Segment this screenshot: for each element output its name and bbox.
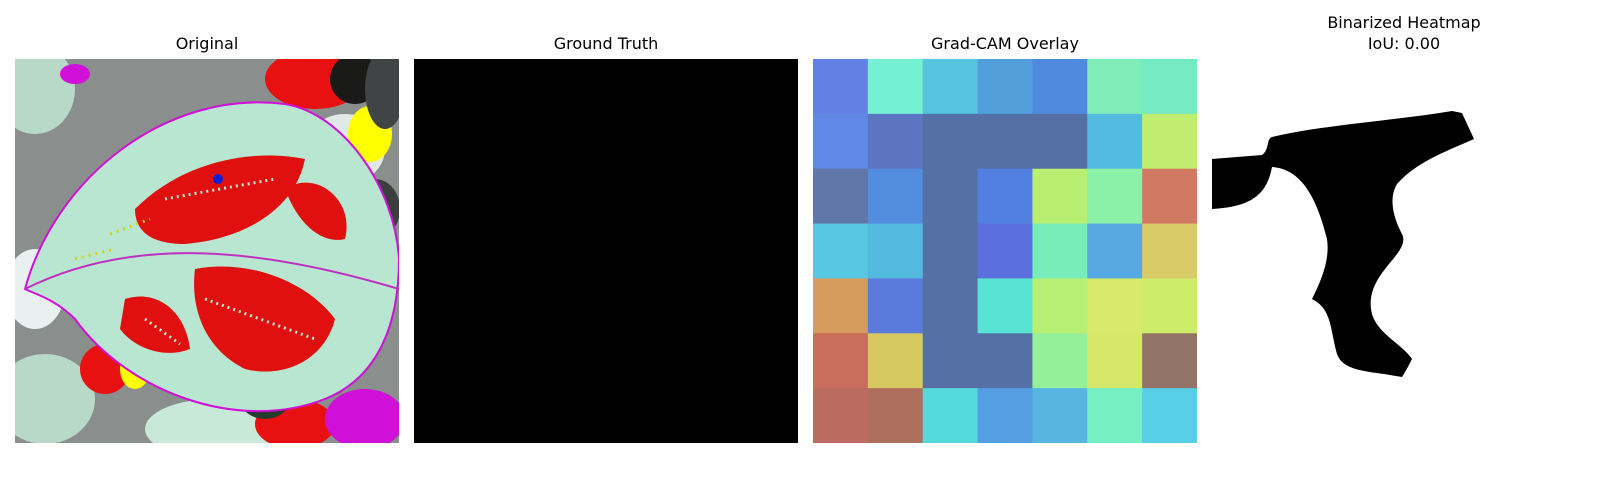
gradcam-cell-4-0 [813,278,869,334]
panel-title-gradcam: Grad-CAM Overlay [931,34,1079,53]
gradcam-cell-2-4 [1032,168,1088,225]
gradcam-cell-2-2 [922,168,979,225]
panel-ground-truth: Ground Truth [414,0,798,460]
gradcam-cell-0-4 [1032,59,1088,115]
gradcam-cell-6-4 [1032,388,1088,443]
panel-binarized-heatmap: Binarized Heatmap IoU: 0.00 [1212,0,1596,460]
gradcam-cell-1-0 [813,113,869,170]
gradcam-cell-6-3 [977,388,1033,443]
gradcam-cell-5-2 [922,333,979,389]
gradcam-cell-2-1 [867,168,924,225]
gradcam-cell-4-4 [1032,278,1088,334]
gradcam-cell-1-3 [977,113,1033,170]
gradcam-cell-1-5 [1087,113,1143,170]
gradcam-cell-3-4 [1032,223,1088,279]
gradcam-cell-4-3 [977,278,1033,334]
panel-original: Original [15,0,399,460]
original-leaf-image [15,59,399,443]
gradcam-cell-6-6 [1142,388,1197,443]
gradcam-cell-6-0 [813,388,869,443]
ground-truth-mask [414,59,798,443]
gradcam-cell-4-2 [922,278,979,334]
gradcam-cell-5-5 [1087,333,1143,389]
gradcam-cell-6-5 [1087,388,1143,443]
panel-title-original: Original [175,34,239,53]
gradcam-cell-0-6 [1142,59,1197,115]
panel-title-ground-truth: Ground Truth [553,34,659,53]
panel-title-binarized: Binarized Heatmap [1327,13,1481,32]
gradcam-cell-3-5 [1087,223,1143,279]
gradcam-cell-0-0 [813,59,869,115]
iou-score-label: IoU: 0.00 [1367,34,1441,53]
gradcam-cell-0-1 [867,59,924,115]
gradcam-heatmap-grid [813,59,1197,443]
binarized-heatmap-mask [1212,59,1596,443]
gradcam-cell-1-4 [1032,113,1088,170]
gradcam-cell-3-1 [867,223,924,279]
gradcam-cell-5-0 [813,333,869,389]
gradcam-cell-1-6 [1142,113,1197,170]
gradcam-cell-0-2 [922,59,979,115]
gradcam-cell-5-6 [1142,333,1197,389]
gradcam-cell-1-2 [922,113,979,170]
gradcam-cell-1-1 [867,113,924,170]
gradcam-cell-0-3 [977,59,1033,115]
gradcam-cell-4-5 [1087,278,1143,334]
gradcam-cell-3-3 [977,223,1033,279]
gradcam-cell-5-1 [867,333,924,389]
panel-gradcam-overlay: Grad-CAM Overlay [813,0,1197,460]
gradcam-cell-3-0 [813,223,869,279]
gradcam-cell-2-6 [1142,168,1197,225]
gradcam-cell-2-0 [813,168,869,225]
gradcam-cell-0-5 [1087,59,1143,115]
gradcam-cell-4-1 [867,278,924,334]
gradcam-cell-5-4 [1032,333,1088,389]
gradcam-cell-6-1 [867,388,924,443]
gradcam-cell-5-3 [977,333,1033,389]
gradcam-cell-6-2 [922,388,979,443]
gradcam-cell-3-6 [1142,223,1197,279]
gradcam-cell-2-5 [1087,168,1143,225]
gradcam-cell-2-3 [977,168,1033,225]
gradcam-cell-4-6 [1142,278,1197,334]
gradcam-cell-3-2 [922,223,979,279]
